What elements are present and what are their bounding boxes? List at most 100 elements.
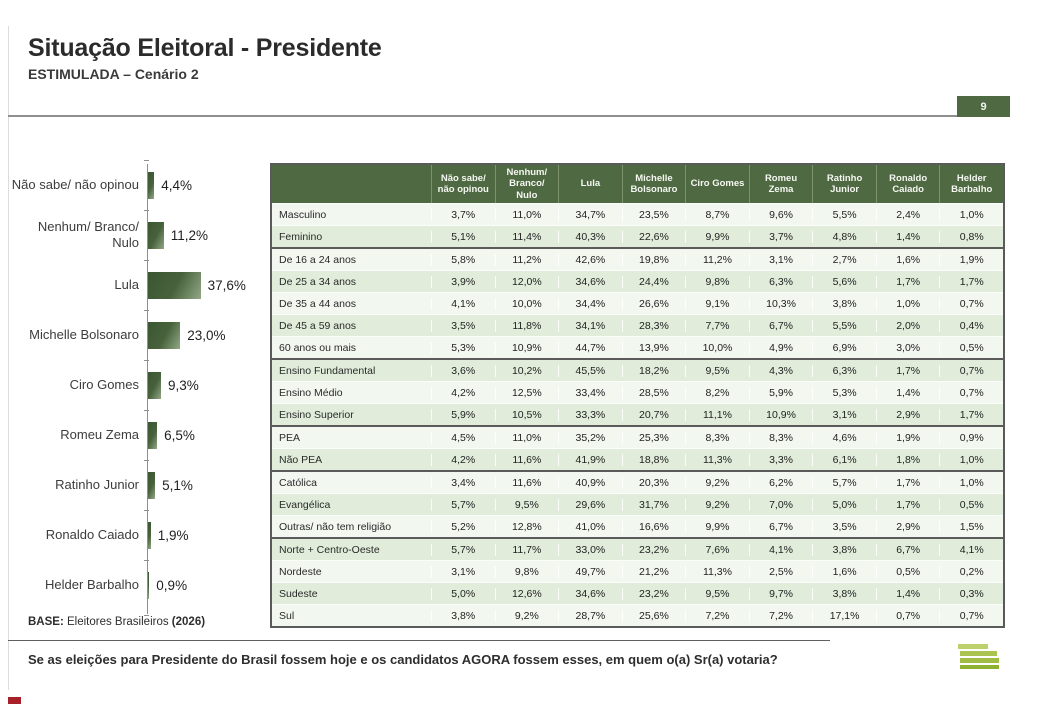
chart-category-label: Lula: [114, 276, 139, 292]
table-cell: 5,5%: [812, 208, 876, 221]
table-row: De 35 a 44 anos 4,1% 10,0% 34,4% 26,6% 9,1% 10…: [272, 292, 1003, 314]
table-cell: 1,4%: [875, 386, 940, 399]
table-cell: 9,6%: [748, 208, 813, 221]
chart-value-label: 1,9%: [157, 527, 189, 543]
table-column-header: Não sabe/ não opinou: [431, 165, 495, 203]
table-cell: 33,4%: [558, 386, 622, 399]
table-column-header: Lula: [558, 165, 622, 203]
chart-category-label: Helder Barbalho: [45, 576, 139, 592]
table-row: Sudeste 5,0% 12,6% 34,6% 23,2% 9,5% 9,7% 3,8% 1,…: [272, 582, 1003, 604]
table-row: Sul 3,8% 9,2% 28,7% 25,6% 7,2% 7,2% 17,1% 0,7% 0,…: [272, 604, 1003, 626]
table-row: Masculino 3,7% 11,0% 34,7% 23,5% 8,7% 9,6% 5,5%…: [272, 203, 1003, 225]
table-cell: 9,2%: [685, 498, 749, 511]
table-row: Nordeste 3,1% 9,8% 49,7% 21,2% 11,3% 2,5% 1,6% 0…: [272, 560, 1003, 582]
table-row-label: Ensino Fundamental: [279, 364, 376, 377]
table-cell: 0,7%: [939, 386, 1003, 399]
chart-axis-line: [147, 164, 148, 614]
table-cell: 1,7%: [939, 275, 1003, 288]
table-cell: 5,0%: [431, 587, 495, 600]
chart-row: Nenhum/ Branco/ Nulo 11,2%: [10, 210, 268, 260]
base-text: Eleitores Brasileiros: [63, 616, 172, 628]
table-row: Ensino Médio 4,2% 12,5% 33,4% 28,5% 8,2% 5,9% 5…: [272, 381, 1003, 403]
chart-value-label: 37,6%: [207, 277, 246, 293]
table-cell: 2,9%: [875, 520, 940, 533]
table-cell: 3,5%: [431, 319, 495, 332]
chart-bar: [148, 321, 181, 349]
table-cell: 5,7%: [431, 498, 495, 511]
chart-bar: [148, 421, 158, 449]
table-cell: 9,7%: [748, 587, 813, 600]
table-cell: 21,2%: [621, 565, 686, 578]
table-row: Feminino 5,1% 11,4% 40,3% 22,6% 9,9% 3,7% 4,8% 1…: [272, 225, 1003, 247]
chart-row: Michelle Bolsonaro 23,0%: [10, 310, 268, 360]
table-cell: 18,8%: [621, 453, 686, 466]
table-row: De 16 a 24 anos 5,8% 11,2% 42,6% 19,8% 11,2% 3…: [272, 247, 1003, 270]
table-cell: 7,2%: [685, 609, 749, 622]
table-cell: 10,0%: [494, 297, 559, 310]
table-cell: 11,2%: [685, 253, 749, 266]
table-cell: 1,7%: [939, 408, 1003, 421]
page-number-badge: 9: [957, 96, 1010, 117]
table-cell: 0,9%: [939, 431, 1003, 444]
table-cell: 11,0%: [494, 208, 559, 221]
table-cell: 4,3%: [748, 364, 813, 377]
chart-category-label: Ciro Gomes: [69, 376, 139, 392]
table-cell: 7,7%: [685, 319, 749, 332]
chart-row: Ronaldo Caiado 1,9%: [10, 510, 268, 560]
table-cell: 9,8%: [685, 275, 749, 288]
table-cell: 5,9%: [748, 386, 813, 399]
table-cell: 3,3%: [748, 453, 813, 466]
table-cell: 6,9%: [812, 341, 876, 354]
table-cell: 12,6%: [494, 587, 559, 600]
chart-bar-area: 23,0%: [148, 310, 225, 360]
chart-row: Ciro Gomes 9,3%: [10, 360, 268, 410]
table-cell: 3,8%: [431, 609, 495, 622]
table-column-header: Michelle Bolsonaro: [621, 165, 686, 203]
table-cell: 3,7%: [748, 230, 813, 243]
table-cell: 34,6%: [558, 275, 622, 288]
table-cell: 12,0%: [494, 275, 559, 288]
table-cell: 10,9%: [494, 341, 559, 354]
table-cell: 9,5%: [685, 587, 749, 600]
table-cell: 1,0%: [939, 476, 1003, 489]
table-cell: 12,8%: [494, 520, 559, 533]
table-cell: 28,5%: [621, 386, 686, 399]
bar-chart: Não sabe/ não opinou 4,4% Nenhum/ Branco/ …: [10, 160, 268, 622]
table-cell: 6,1%: [812, 453, 876, 466]
table-cell: 0,7%: [875, 609, 940, 622]
corner-red-mark: [8, 697, 21, 704]
table-row-label: Masculino: [279, 208, 327, 221]
table-cell: 24,4%: [621, 275, 686, 288]
table-cell: 0,7%: [939, 609, 1003, 622]
chart-bar-area: 9,3%: [148, 360, 199, 410]
table-cell: 9,2%: [494, 609, 559, 622]
chart-bar: [148, 521, 151, 549]
table-cell: 49,7%: [558, 565, 622, 578]
chart-category-label: Michelle Bolsonaro: [29, 326, 139, 342]
table-row-label: Norte + Centro-Oeste: [279, 543, 380, 556]
table-cell: 11,2%: [494, 253, 559, 266]
table-row: De 25 a 34 anos 3,9% 12,0% 34,6% 24,4% 9,8% 6,…: [272, 270, 1003, 292]
table-cell: 26,6%: [621, 297, 686, 310]
table-cell: 5,2%: [431, 520, 495, 533]
table-cell: 8,2%: [685, 386, 749, 399]
table-cell: 1,9%: [939, 253, 1003, 266]
table-row: De 45 a 59 anos 3,5% 11,8% 34,1% 28,3% 7,7% 6,…: [272, 314, 1003, 336]
table-cell: 8,7%: [685, 208, 749, 221]
table-cell: 8,3%: [685, 431, 749, 444]
table-row: 60 anos ou mais 5,3% 10,9% 44,7% 13,9% 10,0% 4…: [272, 336, 1003, 358]
table-cell: 2,5%: [748, 565, 813, 578]
table-cell: 35,2%: [558, 431, 622, 444]
table-cell: 22,6%: [621, 230, 686, 243]
logo-stripe: [958, 644, 988, 649]
table-cell: 2,7%: [812, 253, 876, 266]
table-row-label: PEA: [279, 431, 301, 444]
table-cell: 5,5%: [812, 319, 876, 332]
table-cell: 0,4%: [939, 319, 1003, 332]
table-cell: 11,3%: [685, 453, 749, 466]
table-cell: 16,6%: [621, 520, 686, 533]
table-cell: 34,4%: [558, 297, 622, 310]
table-cell: 10,5%: [494, 408, 559, 421]
table-cell: 11,6%: [494, 453, 559, 466]
base-label: BASE:: [28, 616, 64, 628]
